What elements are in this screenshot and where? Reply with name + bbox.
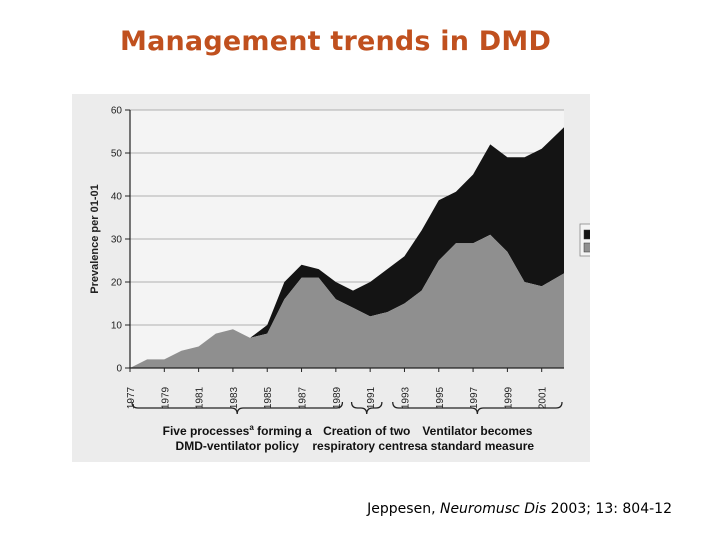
x-tick-label-1981: 1981 xyxy=(195,386,206,409)
x-tick-label-1995: 1995 xyxy=(435,386,446,409)
y-tick-label-0: 0 xyxy=(116,364,122,375)
x-tick-label-1977: 1977 xyxy=(126,386,137,409)
y-tick-label-60: 60 xyxy=(111,106,123,117)
x-tick-label-1989: 1989 xyxy=(332,386,343,409)
y-tick-label-50: 50 xyxy=(111,149,123,160)
citation-journal: Neuromusc Dis xyxy=(439,501,547,517)
figure-panel: 0 10 20 30 40 50 60 1977 1979 1981 1983 1985 1987 198… xyxy=(72,94,590,462)
annotation-line1-2: Creation of two xyxy=(323,424,410,438)
legend-box xyxy=(579,223,590,257)
y-tick-label-30: 30 xyxy=(111,235,123,246)
legend-swatch-25-plus-years xyxy=(583,229,590,240)
x-tick-label-1991: 1991 xyxy=(366,386,377,409)
slide-title: Management trends in DMD xyxy=(120,26,552,57)
y-tick-label-40: 40 xyxy=(111,192,123,203)
citation-details: 2003; 13: 804-12 xyxy=(546,501,672,517)
x-tick-label-1979: 1979 xyxy=(160,386,171,409)
y-axis-label: Prevalence per 01-01 xyxy=(89,184,101,293)
series-area-20-24-years xyxy=(130,234,564,368)
x-tick-label-1983: 1983 xyxy=(229,386,240,409)
annotation-line1-3: Ventilator becomes xyxy=(422,424,532,438)
x-tick-label-1985: 1985 xyxy=(263,386,274,409)
annotation-line2-1: DMD-ventilator policy xyxy=(176,439,300,453)
x-tick-label-1987: 1987 xyxy=(298,386,309,409)
x-tick-label-1997: 1997 xyxy=(469,386,480,409)
citation-author: Jeppesen, xyxy=(367,501,440,517)
y-tick-label-10: 10 xyxy=(111,321,123,332)
citation: Jeppesen, Neuromusc Dis 2003; 13: 804-12 xyxy=(367,501,672,517)
annotation-line2-2: respiratory centres xyxy=(312,439,421,453)
annotation-line1-1: Five processesa forming a xyxy=(163,423,313,438)
x-tick-label-2001: 2001 xyxy=(538,386,549,409)
annotation-brace-2 xyxy=(350,401,383,415)
y-tick-label-20: 20 xyxy=(111,278,123,289)
annotation-superscript: a xyxy=(249,423,254,432)
legend-swatch-20-24-years xyxy=(583,242,590,253)
annotation-brace-1 xyxy=(131,401,344,415)
annotation-line1-rest: forming a xyxy=(254,424,312,438)
x-tick-label-1993: 1993 xyxy=(400,386,411,409)
annotation-line1-text: Five processes xyxy=(163,424,250,438)
prevalence-area-chart: 0 10 20 30 40 50 60 1977 1979 1981 1983 1985 1987 198… xyxy=(89,106,590,453)
annotation-line2-3: a standard measure xyxy=(421,439,535,453)
x-tick-label-1999: 1999 xyxy=(503,386,514,409)
annotation-brace-3 xyxy=(392,401,563,415)
